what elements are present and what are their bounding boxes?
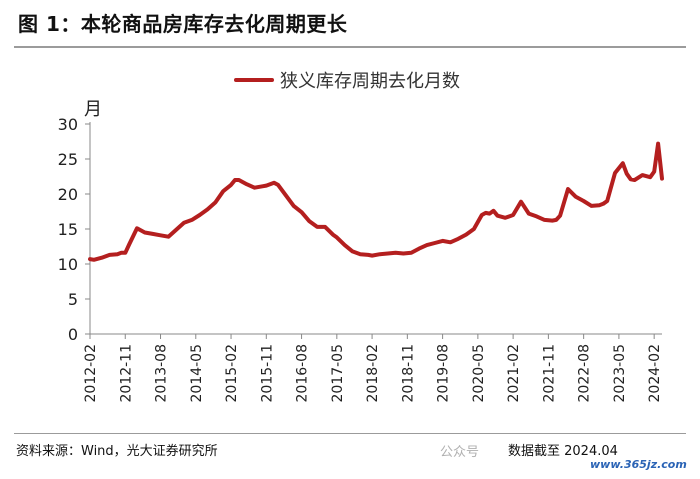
y-tick-label: 25 xyxy=(58,150,78,169)
figure-title: 图 1：本轮商品房库存去化周期更长 xyxy=(18,12,348,36)
watermark-text: 公众号 xyxy=(440,445,480,460)
y-tick-label: 30 xyxy=(58,115,78,134)
x-tick-label: 2012-11 xyxy=(118,344,134,403)
x-tick-label: 2012-02 xyxy=(83,344,99,403)
x-tick-label: 2018-11 xyxy=(400,344,416,403)
y-tick-label: 20 xyxy=(58,185,78,204)
y-axis-label: 月 xyxy=(84,99,102,120)
site-watermark: www.365jz.com xyxy=(590,458,687,471)
title-divider xyxy=(14,46,686,48)
data-cutoff-note: 数据截至 2024.04 xyxy=(508,444,618,459)
y-tick-label: 15 xyxy=(58,220,78,239)
y-tick-label: 0 xyxy=(68,325,78,344)
x-tick-label: 2019-08 xyxy=(436,344,452,403)
x-tick-label: 2014-05 xyxy=(189,344,205,403)
x-tick-label: 2013-08 xyxy=(154,344,170,403)
x-tick-label: 2017-05 xyxy=(330,344,346,403)
x-tick-label: 2022-08 xyxy=(577,344,593,403)
legend-label: 狭义库存周期去化月数 xyxy=(280,71,460,92)
y-tick-label: 5 xyxy=(68,290,78,309)
x-tick-label: 2021-02 xyxy=(506,344,522,403)
x-tick-label: 2023-05 xyxy=(612,344,628,403)
source-note: 资料来源：Wind，光大证券研究所 xyxy=(16,444,218,459)
series-line xyxy=(88,141,664,262)
x-tick-label: 2021-11 xyxy=(541,344,557,403)
x-tick-label: 2020-05 xyxy=(471,344,487,403)
x-tick-label: 2015-11 xyxy=(259,344,275,403)
x-tick-label: 2024-02 xyxy=(647,344,663,403)
x-tick-label: 2016-08 xyxy=(295,344,311,403)
footer-divider xyxy=(14,433,686,434)
x-tick-label: 2015-02 xyxy=(224,344,240,403)
y-tick-label: 10 xyxy=(58,255,78,274)
x-tick-label: 2018-02 xyxy=(365,344,381,403)
